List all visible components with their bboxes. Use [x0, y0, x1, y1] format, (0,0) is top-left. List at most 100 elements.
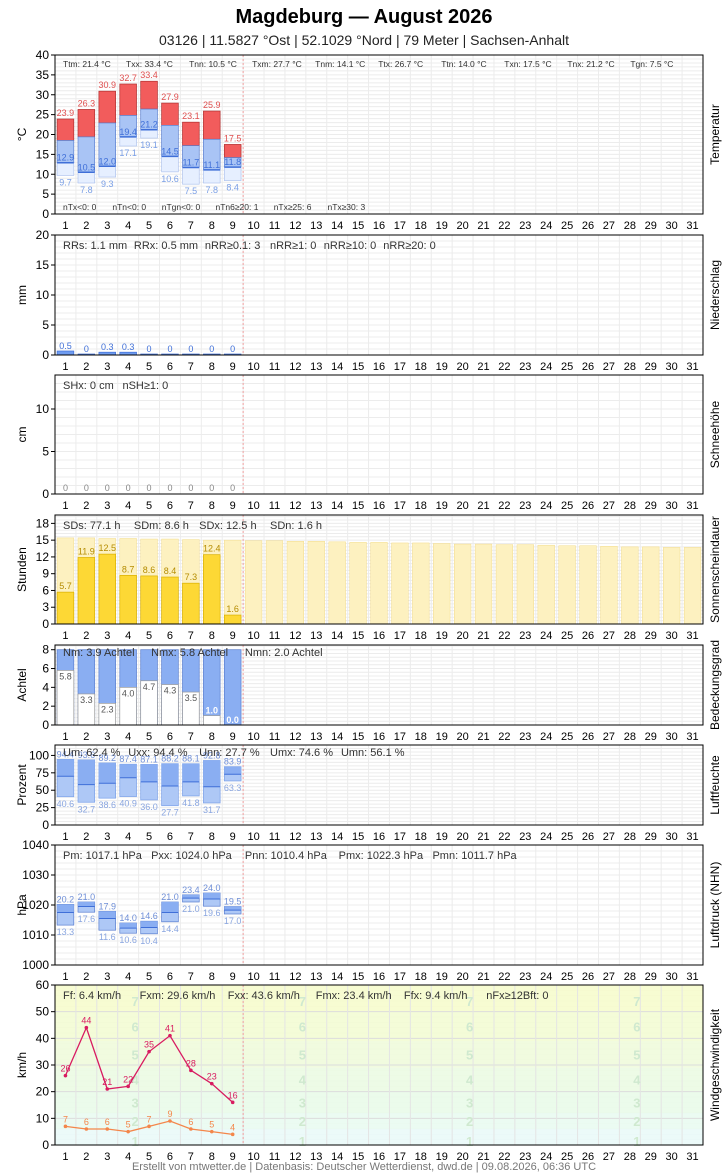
precip-label: 0 — [167, 344, 172, 354]
y-tick-label: 50 — [36, 1005, 50, 1019]
humidity-min-label: 27.7 — [161, 808, 179, 818]
x-tick-label: 6 — [167, 630, 173, 642]
beaufort-band — [55, 1091, 703, 1113]
x-tick-label: 29 — [645, 1151, 657, 1163]
humidity-upper-bar — [224, 766, 242, 775]
x-tick-label: 26 — [582, 500, 594, 512]
y-tick-label: 25 — [36, 108, 50, 122]
x-tick-label: 17 — [394, 630, 406, 642]
x-tick-label: 20 — [456, 971, 468, 983]
x-tick-label: 31 — [686, 831, 698, 843]
x-tick-label: 21 — [477, 630, 489, 642]
gust-label: 35 — [144, 1040, 154, 1050]
tground-label: 10.6 — [161, 174, 179, 184]
pressure-upper-bar — [140, 921, 158, 928]
y-tick-label: 20 — [36, 228, 50, 242]
x-tick-label: 27 — [603, 1151, 615, 1163]
stat-label: Tnn: 10.5 °C — [189, 59, 237, 69]
y-tick-label: 1020 — [22, 898, 49, 912]
wind-mean-point — [209, 1129, 214, 1134]
x-tick-label: 14 — [331, 361, 343, 373]
sunshine-climate-bar — [663, 547, 681, 625]
x-tick-label: 28 — [624, 1151, 636, 1163]
tmin-label: 21.2 — [140, 120, 158, 130]
y-tick-label: 15 — [36, 258, 50, 272]
x-tick-label: 8 — [209, 630, 215, 642]
tmin-bar — [223, 166, 242, 181]
x-tick-label: 4 — [125, 220, 131, 232]
x-tick-label: 4 — [125, 630, 131, 642]
beaufort-band — [55, 1067, 703, 1092]
x-tick-label: 30 — [666, 361, 678, 373]
x-tick-label: 1 — [62, 630, 68, 642]
tmin-bar — [119, 136, 137, 147]
x-tick-label: 18 — [415, 731, 427, 743]
y-tick-label: 10 — [36, 1111, 50, 1125]
sunshine-climate-bar — [265, 540, 284, 625]
humidity-min-label: 63.3 — [224, 783, 242, 793]
x-tick-label: 1 — [62, 220, 68, 232]
y-tick-label: 50 — [36, 783, 50, 797]
x-tick-label: 16 — [373, 220, 385, 232]
x-tick-label: 17 — [394, 831, 406, 843]
x-tick-label: 25 — [561, 831, 573, 843]
x-tick-label: 16 — [373, 361, 385, 373]
x-tick-label: 22 — [498, 731, 510, 743]
x-tick-label: 29 — [645, 220, 657, 232]
beaufort-number: 3 — [299, 1095, 306, 1110]
pressure-upper-bar — [98, 911, 116, 919]
x-tick-label: 3 — [104, 831, 110, 843]
wind-mean-point — [230, 1132, 235, 1137]
stat-label: nRR≥1: 0 — [270, 240, 316, 252]
x-tick-label: 20 — [456, 630, 468, 642]
y-tick-label: 20 — [36, 1085, 50, 1099]
beaufort-number: 1 — [466, 1134, 473, 1149]
tmax-label: 25.9 — [203, 100, 221, 110]
sunshine-climate-bar — [349, 542, 367, 625]
tmax-bar — [203, 110, 221, 140]
x-tick-label: 21 — [477, 971, 489, 983]
x-tick-label: 23 — [519, 361, 531, 373]
tmin-bar — [203, 169, 221, 184]
x-tick-label: 11 — [269, 831, 280, 843]
humidity-min-label: 38.6 — [98, 800, 116, 810]
x-tick-label: 19 — [436, 630, 448, 642]
stat-label: Pmn: 1011.7 hPa — [432, 850, 517, 862]
sunshine-label: 5.7 — [59, 581, 72, 591]
x-tick-label: 22 — [498, 831, 510, 843]
x-tick-label: 31 — [686, 971, 698, 983]
x-tick-label: 8 — [209, 971, 215, 983]
humidity-min-label: 31.7 — [203, 805, 221, 815]
tmin-label: 11.1 — [203, 160, 220, 170]
sunshine-climate-bar — [621, 546, 639, 625]
x-tick-label: 10 — [247, 971, 259, 983]
x-tick-label: 10 — [247, 500, 259, 512]
tground-label: 7.8 — [206, 185, 219, 195]
x-tick-label: 16 — [373, 731, 385, 743]
y-tick-label: 75 — [36, 766, 50, 780]
x-tick-label: 17 — [394, 361, 406, 373]
y-tick-label: 15 — [36, 147, 50, 161]
sunshine-climate-bar — [642, 546, 660, 625]
y-tick-label: 1000 — [22, 958, 49, 972]
tmin-bar — [161, 156, 179, 173]
stat-label: Umn: 56.1 % — [341, 747, 405, 759]
x-tick-label: 11 — [269, 500, 280, 512]
stat-label: RRs: 1.1 mm — [63, 240, 127, 252]
y-tick-label: 4 — [42, 680, 49, 694]
stat-label: SDn: 1.6 h — [270, 520, 322, 532]
wind-mean-label: 6 — [84, 1117, 89, 1127]
stat-label: Umx: 74.6 % — [270, 747, 333, 759]
x-tick-label: 4 — [125, 731, 131, 743]
stat-label: Unn: 27.7 % — [199, 747, 260, 759]
sunshine-climate-bar — [474, 543, 493, 625]
precip-label: 0 — [147, 344, 152, 354]
x-tick-label: 21 — [477, 361, 489, 373]
stat-label: nTx<0: 0 — [63, 202, 97, 212]
x-tick-label: 8 — [209, 1151, 215, 1163]
cloud-label: 2.3 — [101, 704, 114, 714]
x-tick-label: 29 — [645, 630, 657, 642]
tground-label: 7.5 — [185, 186, 198, 196]
y-axis-label: mm — [15, 285, 29, 305]
x-tick-label: 5 — [146, 220, 152, 232]
